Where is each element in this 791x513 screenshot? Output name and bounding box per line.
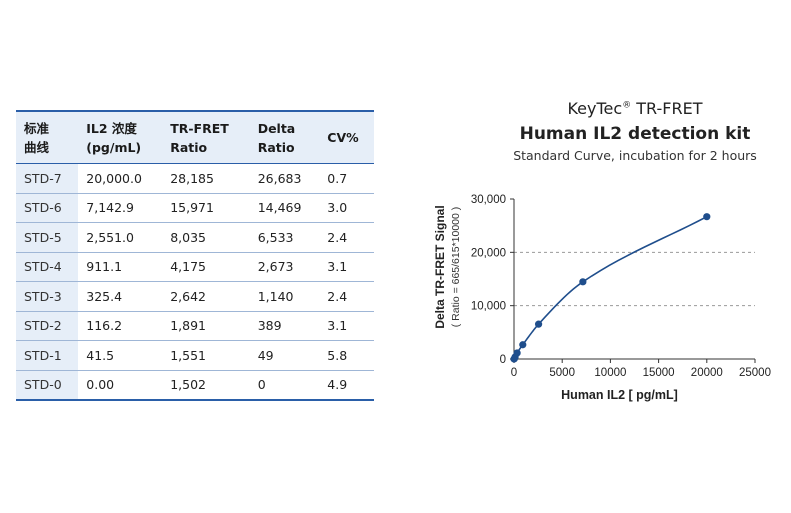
kit-title: Human IL2 detection kit (519, 124, 751, 144)
table-cell: 2.4 (319, 222, 374, 252)
table-cell: 28,185 (162, 163, 250, 193)
table-cell: 2.4 (319, 281, 374, 311)
data-point (579, 278, 587, 286)
header-line: CV% (327, 130, 359, 145)
table-row: STD-0 0.00 1,502 0 4.9 (16, 369, 374, 400)
x-tick-label: 25000 (739, 367, 771, 379)
table-cell: 5.8 (319, 340, 374, 370)
table-cell: 3.0 (319, 192, 374, 223)
table-cell: STD-3 (16, 281, 79, 311)
table-cell: 4,175 (162, 251, 250, 282)
table-body: STD-7 20,000.0 28,185 26,683 0.7 STD-6 7,142.9… (16, 163, 374, 400)
header-line: Ratio (257, 139, 295, 155)
table-row: STD-1 41.5 1,551 49 5.8 (16, 340, 374, 370)
table-cell: 116.2 (78, 310, 163, 341)
registered-mark: ® (622, 100, 632, 111)
table-cell: 911.1 (78, 251, 163, 282)
x-axis-title: Human IL2 [ pg/mL] (561, 388, 678, 402)
brand-line: KeyTec® TR-FRET (490, 99, 780, 118)
header-std-curve: 标准 曲线 (16, 111, 78, 164)
table-row: STD-6 7,142.9 15,971 14,469 3.0 (16, 192, 374, 223)
header-line: Ratio (170, 139, 208, 155)
y-tick-label: 20,000 (471, 247, 506, 259)
x-tick-label: 20000 (691, 367, 723, 379)
brand-suffix: TR-FRET (631, 99, 703, 118)
table-cell: STD-1 (16, 340, 79, 370)
table-cell: 1,551 (162, 340, 250, 370)
header-cv: CV% (319, 111, 374, 164)
fit-curve (513, 215, 708, 360)
y-axis-title: Delta TR-FRET Signal (433, 205, 447, 328)
table-cell: 49 (249, 340, 320, 370)
table-cell: STD-2 (16, 310, 79, 341)
table-cell: 3.1 (319, 310, 374, 341)
table-cell: 2,642 (162, 281, 250, 311)
x-tick-label: 15000 (643, 367, 675, 379)
brand-name: KeyTec (567, 99, 623, 118)
table-cell: 2,673 (249, 251, 320, 282)
table-cell: 26,683 (249, 163, 320, 193)
table-cell: 15,971 (162, 192, 250, 223)
table-row: STD-2 116.2 1,891 389 3.1 (16, 310, 374, 341)
table-cell: 41.5 (78, 340, 163, 370)
table-row: STD-4 911.1 4,175 2,673 3.1 (16, 251, 374, 282)
standard-curve-chart: 0 5000 10000 15000 20000 25000 0 10,000 20,000 30… (433, 194, 771, 402)
table-header-row: 标准 曲线 IL2 浓度 (pg/mL) TR-FRET Ratio Delta… (16, 111, 374, 164)
x-tick-label: 0 (511, 367, 517, 379)
table-cell: 4.9 (319, 369, 374, 400)
table-cell: STD-7 (16, 163, 79, 193)
table-cell: 8,035 (162, 222, 250, 252)
table-cell: 0.00 (78, 369, 163, 400)
table-cell: 389 (249, 310, 320, 341)
table-cell: 0 (249, 369, 320, 400)
table-cell: 1,502 (162, 369, 250, 400)
data-point (510, 355, 518, 363)
table-cell: 20,000.0 (78, 163, 163, 193)
y-tick-label: 0 (500, 354, 506, 366)
table-cell: 3.1 (319, 251, 374, 282)
table-cell: 1,140 (249, 281, 320, 311)
table-cell: 2,551.0 (78, 222, 163, 252)
table-cell: 325.4 (78, 281, 163, 311)
header-il2-concentration: IL2 浓度 (pg/mL) (78, 111, 162, 164)
table-cell: 6,533 (249, 222, 320, 252)
table-row: STD-5 2,551.0 8,035 6,533 2.4 (16, 222, 374, 252)
table-cell: STD-4 (16, 251, 79, 282)
table-cell: STD-5 (16, 222, 79, 252)
table-cell: STD-0 (16, 369, 79, 400)
y-axis-subtitle: ( Ratio = 665/615*10000 ) (450, 207, 462, 328)
x-tick-label: 10000 (594, 367, 626, 379)
header-line: 标准 (24, 120, 50, 136)
table-cell: STD-6 (16, 192, 79, 223)
x-tick-label: 5000 (549, 367, 575, 379)
data-point (519, 341, 527, 349)
table-cell: 14,469 (249, 192, 320, 223)
header-line: IL2 浓度 (86, 120, 137, 136)
header-line: TR-FRET (170, 120, 229, 136)
header-line: Delta (257, 120, 296, 136)
table-cell: 1,891 (162, 310, 250, 341)
header-line: (pg/mL) (86, 139, 142, 155)
data-point (534, 320, 543, 328)
data-point (703, 213, 711, 221)
standard-curve-table: 标准 曲线 IL2 浓度 (pg/mL) TR-FRET Ratio Delta… (16, 110, 374, 401)
table-row: STD-7 20,000.0 28,185 26,683 0.7 (16, 163, 374, 193)
y-tick-label: 30,000 (471, 194, 506, 206)
header-tr-fret-ratio: TR-FRET Ratio (162, 111, 249, 164)
table-cell: 7,142.9 (78, 192, 163, 223)
table-row: STD-3 325.4 2,642 1,140 2.4 (16, 281, 374, 311)
chart-subtitle: Standard Curve, incubation for 2 hours (513, 148, 757, 163)
table-cell: 0.7 (319, 163, 374, 193)
header-delta-ratio: Delta Ratio (250, 111, 320, 164)
header-line: 曲线 (24, 139, 50, 155)
y-tick-label: 10,000 (471, 301, 506, 313)
